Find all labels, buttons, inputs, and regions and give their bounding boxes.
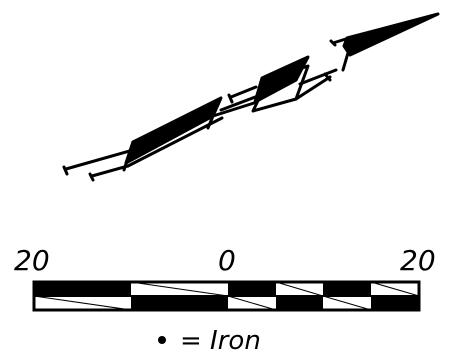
scale-seg-top-1: [34, 282, 131, 296]
scale-label-left: 20: [14, 244, 50, 277]
middle-link-lower: [211, 101, 256, 118]
scale-label-right: 20: [400, 244, 436, 277]
end-tick-left-1: [62, 165, 69, 176]
blade-right-shaft: [341, 44, 352, 72]
scale-bar: 20 0 20: [14, 244, 436, 312]
blade-left-tick-2: [206, 114, 215, 130]
shaft-line-upper: [64, 148, 135, 171]
blade-left-connector: [126, 116, 224, 168]
blade-left-tick: [122, 140, 135, 172]
legend: = Iron: [158, 326, 261, 356]
scale-seg-bottom-4: [276, 296, 323, 310]
iron-dot-icon: [158, 336, 166, 344]
legend-text: = Iron: [180, 326, 261, 356]
middle-right-line-2: [298, 68, 338, 86]
scale-seg-bottom-2: [131, 296, 228, 310]
middle-link-upper: [219, 94, 260, 112]
mid-tick: [227, 93, 234, 104]
blade-right-link: [331, 36, 351, 45]
scale-label-center: 0: [218, 244, 236, 277]
middle-right-tick: [323, 72, 332, 82]
blade-middle: [253, 55, 310, 104]
blade-left: [124, 96, 223, 165]
shaft-line-lower: [90, 164, 130, 178]
middle-right-line: [294, 75, 332, 101]
scale-bar-hatch: [33, 281, 420, 311]
mid-upper-line: [229, 85, 258, 99]
scale-seg-top-3: [228, 282, 276, 296]
scale-seg-top-5: [323, 282, 371, 296]
artifact-drawing: [62, 12, 440, 182]
scale-seg-bottom-6: [371, 296, 419, 310]
blade-right: [342, 12, 440, 57]
end-tick-left-2: [88, 172, 95, 182]
